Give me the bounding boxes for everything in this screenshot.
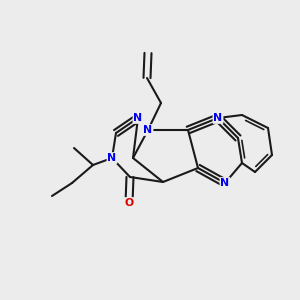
Text: N: N: [220, 178, 230, 188]
Text: N: N: [143, 125, 153, 135]
Text: N: N: [107, 153, 117, 163]
Text: N: N: [213, 113, 223, 123]
Text: N: N: [134, 113, 142, 123]
Text: O: O: [124, 198, 134, 208]
